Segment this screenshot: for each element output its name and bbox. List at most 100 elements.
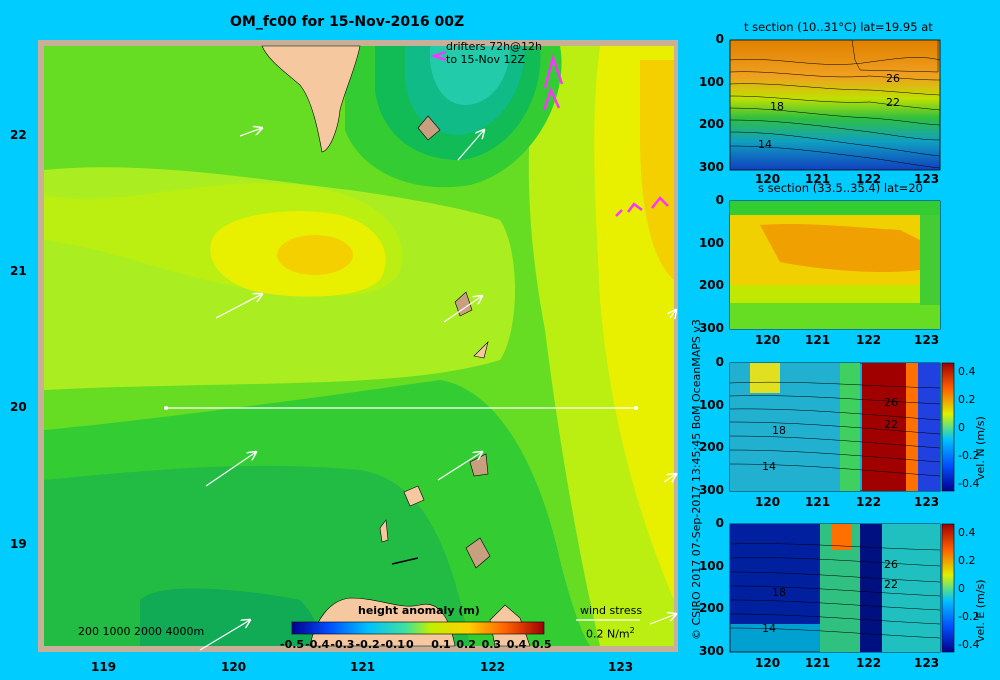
vel-colorbar-tick: 0.4: [958, 526, 976, 539]
map-plot[interactable]: [38, 40, 678, 652]
contour-label: 22: [886, 96, 900, 109]
depth-tick: 0: [715, 193, 724, 207]
depth-tick: 100: [698, 558, 724, 573]
contour-label: 26: [884, 396, 898, 409]
vel-n-section-panel[interactable]: [729, 362, 955, 492]
vel-e-cbar-label: vel. E (m/s): [974, 579, 987, 642]
contour-label: 14: [758, 138, 772, 151]
vel-e-section-panel[interactable]: [729, 523, 955, 653]
vel-colorbar-tick: -0.2: [958, 610, 980, 623]
height-colorbar: [291, 621, 545, 635]
vel-colorbar-tick: -0.2: [958, 449, 980, 462]
t-section-panel[interactable]: [729, 39, 941, 171]
wind-stress-arrows: [199, 128, 676, 651]
lon-tick: 122: [856, 333, 882, 347]
island: [465, 537, 491, 569]
lon-tick: 121: [805, 172, 831, 186]
vel-colorbar-tick: 0.4: [958, 365, 976, 378]
lat-tick: 22: [10, 128, 27, 142]
lon-tick: 121: [805, 495, 831, 509]
colorbar-tick: 0: [406, 638, 414, 651]
lon-tick: 123: [914, 333, 940, 347]
island: [379, 519, 389, 543]
anomaly-max: [277, 235, 353, 275]
colorbar-tick: -0.1: [380, 638, 405, 651]
colorbar-tick: -0.2: [355, 638, 380, 651]
contour-label: 14: [762, 460, 776, 473]
colorbar-tick: 0.2: [456, 638, 476, 651]
anomaly-min: [430, 46, 510, 105]
contour-label: 18: [772, 424, 786, 437]
depth-tick: 200: [698, 278, 724, 293]
wind-label: wind stress: [580, 604, 643, 617]
s-section-title: s section (33.5..35.4) lat=20: [758, 181, 923, 195]
depth-legend: 200 1000 2000 4000m: [78, 625, 205, 638]
vel-colorbar-tick: 0: [958, 421, 965, 434]
colorbar-tick: 0.1: [431, 638, 451, 651]
colorbar-tick: -0.4: [305, 638, 330, 651]
lon-tick: 121: [805, 333, 831, 347]
taiwan-land: [261, 45, 361, 153]
contour-label: 22: [884, 578, 898, 591]
island: [417, 115, 441, 141]
colorbar-tick: 0.5: [532, 638, 552, 651]
island: [391, 557, 419, 565]
lon-tick: 120: [755, 333, 781, 347]
map-title: OM_fc00 for 15-Nov-2016 00Z: [230, 14, 465, 30]
depth-tick: 200: [698, 601, 724, 616]
depth-tick: 300: [698, 160, 724, 174]
contour-lines: [729, 381, 941, 477]
contour-label: 18: [772, 586, 786, 599]
wind-scale: 0.2 N/m2: [586, 626, 635, 641]
island: [454, 291, 473, 317]
lon-tick: 120: [755, 495, 781, 509]
lon-tick: 121: [805, 656, 831, 670]
lon-tick: 122: [480, 660, 506, 674]
lat-tick: 21: [10, 264, 27, 278]
credit-text: © CSIRO 2017 07-Sep-2017 13:45:45 BoM Oc…: [690, 319, 703, 640]
anomaly-contour: [640, 60, 674, 280]
lon-tick: 122: [856, 495, 882, 509]
lon-tick: 119: [91, 660, 117, 674]
vel-colorbar-tick: 0.2: [958, 554, 976, 567]
vel-colorbar-tick: -0.4: [958, 477, 980, 490]
contour-lines: [729, 39, 941, 169]
depth-tick: 0: [715, 355, 724, 369]
colorbar-tick: 0.4: [506, 638, 527, 651]
vel-n-colorbar: [941, 362, 955, 492]
contour-label: 26: [886, 72, 900, 85]
colorbar-tick: -0.3: [330, 638, 355, 651]
island: [403, 485, 425, 507]
lon-tick: 123: [608, 660, 634, 674]
depth-tick: 300: [698, 321, 724, 335]
lon-tick: 122: [856, 172, 882, 186]
lon-tick: 120: [755, 656, 781, 670]
vel-colorbar-tick: 0.2: [958, 393, 976, 406]
island: [473, 341, 489, 359]
t-section-title: t section (10..31°C) lat=19.95 at: [744, 20, 933, 34]
lon-tick: 123: [914, 495, 940, 509]
depth-tick: 200: [698, 440, 724, 455]
colorbar-tick: 0.3: [481, 638, 502, 651]
s-section-panel[interactable]: [729, 200, 941, 330]
colorbar-tick: -0.5: [280, 638, 305, 651]
drifters-label: to 15-Nov 12Z: [446, 53, 526, 66]
lon-tick: 123: [914, 172, 940, 186]
vel-e-colorbar: [941, 523, 955, 653]
contour-label: 26: [884, 558, 898, 571]
drifter-tracks: [430, 50, 669, 217]
colorbar-title: height anomaly (m): [358, 604, 480, 617]
lon-tick: 120: [221, 660, 247, 674]
lon-tick: 123: [914, 656, 940, 670]
lat-tick: 20: [10, 400, 27, 414]
vel-n-cbar-label: vel. N (m/s): [974, 416, 987, 480]
depth-tick: 200: [698, 117, 724, 132]
colorbar-ticks: -0.5 -0.4 -0.3 -0.2 -0.1 0 0.1 0.2 0.3 0.4 0.5: [280, 638, 554, 652]
depth-tick: 300: [698, 483, 724, 497]
lat-tick: 19: [10, 537, 27, 551]
depth-tick: 0: [715, 516, 724, 530]
contour-label: 22: [884, 418, 898, 431]
lon-tick: 122: [856, 656, 882, 670]
lon-tick: 120: [755, 172, 781, 186]
